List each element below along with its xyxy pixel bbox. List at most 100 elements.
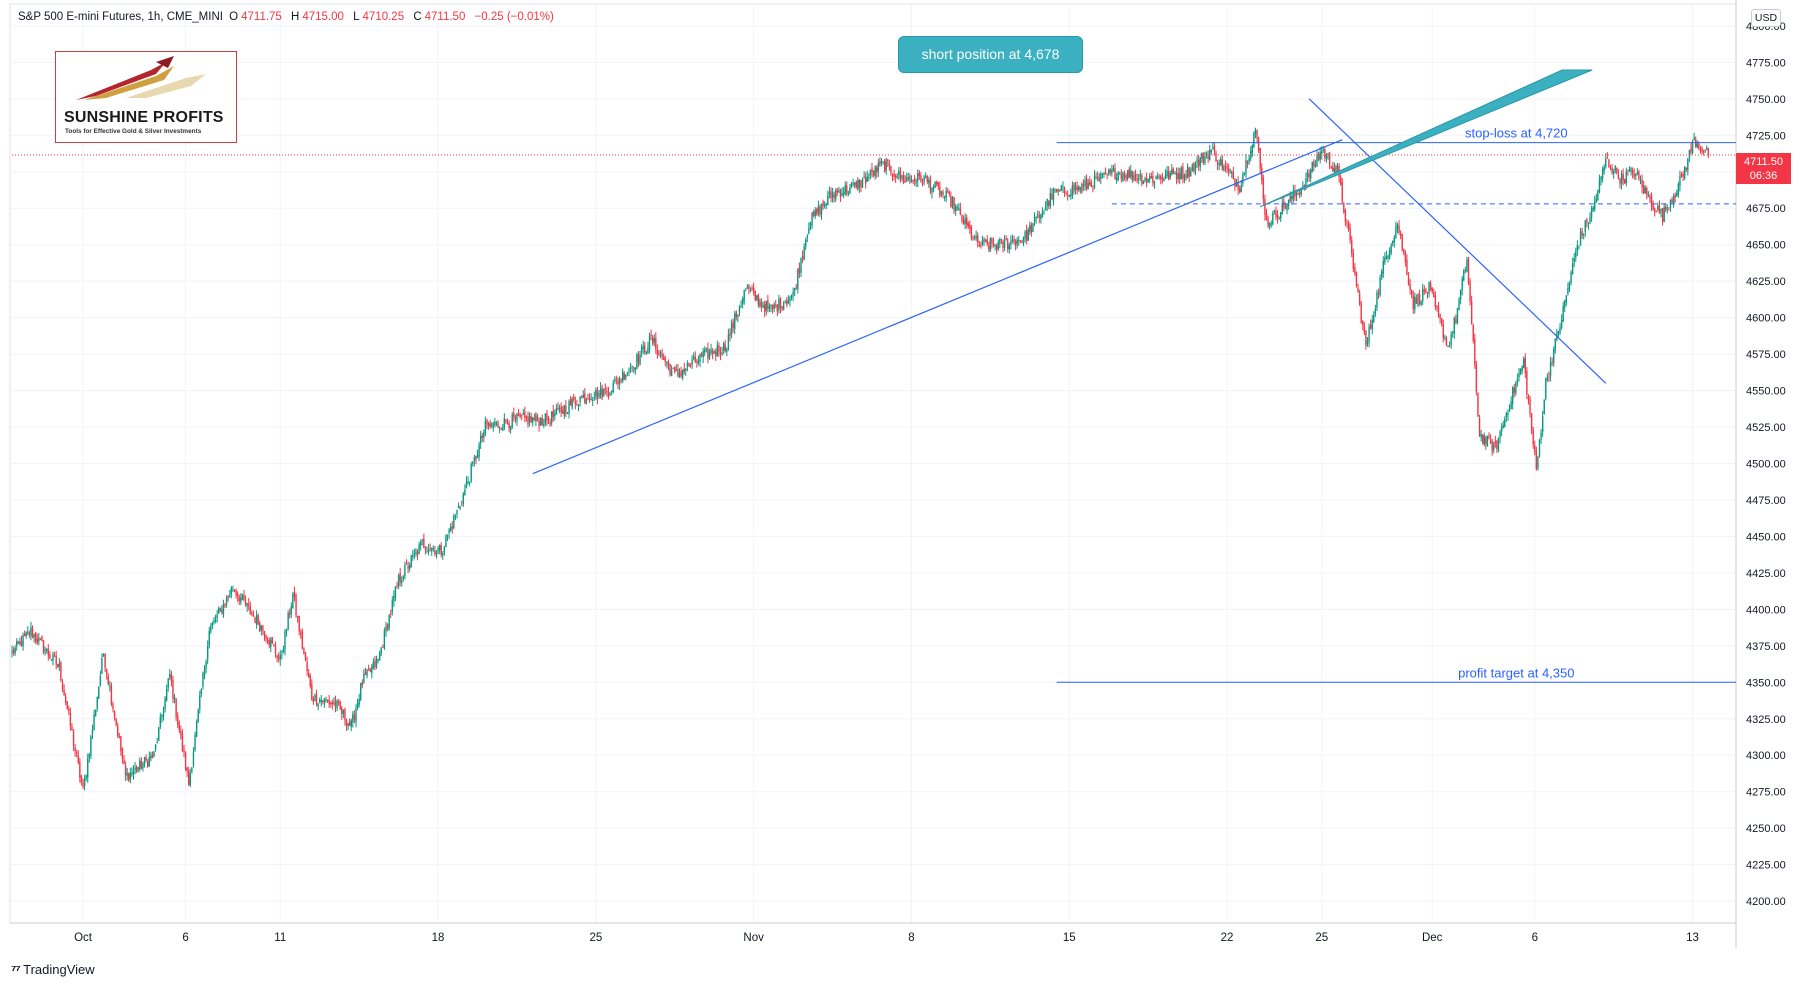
candle-body — [440, 545, 442, 556]
candle-body — [1578, 246, 1580, 248]
candle-body — [983, 239, 985, 242]
candle-body — [1624, 179, 1626, 184]
candle-body — [1448, 346, 1451, 348]
candle-body — [262, 626, 264, 631]
candle-body — [1396, 223, 1399, 229]
x-tick-label: 18 — [432, 932, 445, 944]
candle-body — [1289, 195, 1291, 201]
candle-body — [126, 773, 128, 776]
candle-body — [83, 778, 86, 786]
candle-body — [1381, 271, 1383, 278]
candle-body — [255, 615, 258, 625]
candle-body — [1223, 166, 1225, 171]
candle-body — [386, 624, 389, 630]
candle-body — [50, 659, 53, 661]
candle-body — [800, 257, 802, 273]
candle-body — [1019, 240, 1022, 242]
candle-body — [165, 688, 168, 701]
currency-button[interactable]: USD — [1751, 9, 1781, 27]
candle-body — [102, 654, 105, 657]
candle-body — [961, 214, 963, 221]
candle-body — [257, 615, 259, 625]
candle-body — [853, 183, 856, 186]
candle-body — [562, 410, 564, 414]
candle-body — [1546, 377, 1549, 380]
candle-body — [1341, 182, 1343, 202]
candle-body — [1300, 188, 1302, 195]
candle-body — [105, 668, 108, 675]
candle-body — [882, 161, 884, 163]
candle-body — [1131, 171, 1134, 181]
candle-body — [1469, 281, 1471, 302]
candle-body — [1071, 185, 1074, 196]
short-position-callout[interactable]: short position at 4,678 — [898, 36, 1083, 73]
candle-body — [1295, 192, 1298, 197]
candle-body — [259, 622, 261, 632]
candle-body — [408, 565, 411, 569]
candle-body — [827, 195, 829, 206]
callout-pointer — [1259, 69, 1593, 208]
candle-body — [751, 288, 753, 289]
candle-body — [535, 414, 537, 422]
candle-body — [162, 711, 165, 717]
candle-body — [1089, 181, 1091, 185]
candle-body — [647, 347, 649, 354]
candle-body — [1455, 319, 1457, 323]
candle-body — [841, 193, 843, 197]
candle-body — [1120, 174, 1123, 179]
candle-body — [489, 423, 491, 427]
candle-body — [1620, 173, 1623, 184]
candle-body — [1486, 435, 1489, 446]
candle-body — [663, 356, 665, 360]
candle-body — [1186, 166, 1189, 178]
candle-body — [1541, 416, 1544, 433]
candle-body — [1412, 296, 1414, 309]
candle-body — [505, 419, 507, 423]
candle-body — [565, 405, 567, 414]
candle-body — [861, 179, 864, 188]
candle-body — [607, 391, 610, 397]
candle-body — [899, 171, 902, 179]
candle-body — [366, 669, 368, 676]
tradingview-brand[interactable]: ⁷⁷ TradingView — [11, 962, 95, 977]
symbol-header: S&P 500 E-mini Futures, 1h, CME_MINI O 47… — [18, 11, 557, 23]
candle-body — [1606, 157, 1609, 159]
candle-body — [1530, 413, 1533, 431]
candle-body — [372, 661, 375, 669]
candle-body — [1384, 257, 1386, 263]
candle-body — [1033, 217, 1036, 222]
candle-body — [1459, 289, 1462, 300]
y-tick-label: 4575.00 — [1746, 349, 1786, 361]
candle-body — [964, 217, 966, 224]
candle-body — [1502, 425, 1504, 429]
candle-body — [833, 194, 835, 198]
candle-body — [1609, 167, 1612, 169]
candle-body — [363, 674, 365, 684]
ohlc-change: −0.25 (−0.01%) — [474, 11, 554, 23]
candle-body — [819, 206, 821, 215]
candle-body — [1029, 225, 1031, 232]
candle-body — [1011, 240, 1014, 242]
candle-body — [1481, 434, 1484, 444]
candle-body — [367, 668, 370, 670]
y-tick-label: 4225.00 — [1746, 860, 1786, 872]
candle-body — [90, 735, 92, 756]
candle-body — [1524, 358, 1527, 373]
candle-body — [538, 420, 540, 426]
candle-body — [38, 637, 40, 642]
candle-body — [347, 722, 349, 727]
candle-body — [967, 222, 969, 227]
candle-body — [1532, 430, 1534, 445]
candle-body — [1240, 185, 1242, 192]
candle-body — [1464, 269, 1467, 271]
candle-body — [1254, 128, 1257, 135]
y-tick-label: 4450.00 — [1746, 531, 1786, 543]
candle-body — [677, 369, 679, 376]
candle-body — [1182, 166, 1184, 179]
candle-body — [969, 224, 971, 229]
candle-body — [1243, 172, 1246, 175]
candle-body — [626, 372, 629, 374]
candle-body — [628, 369, 630, 372]
candle-body — [1309, 170, 1312, 179]
